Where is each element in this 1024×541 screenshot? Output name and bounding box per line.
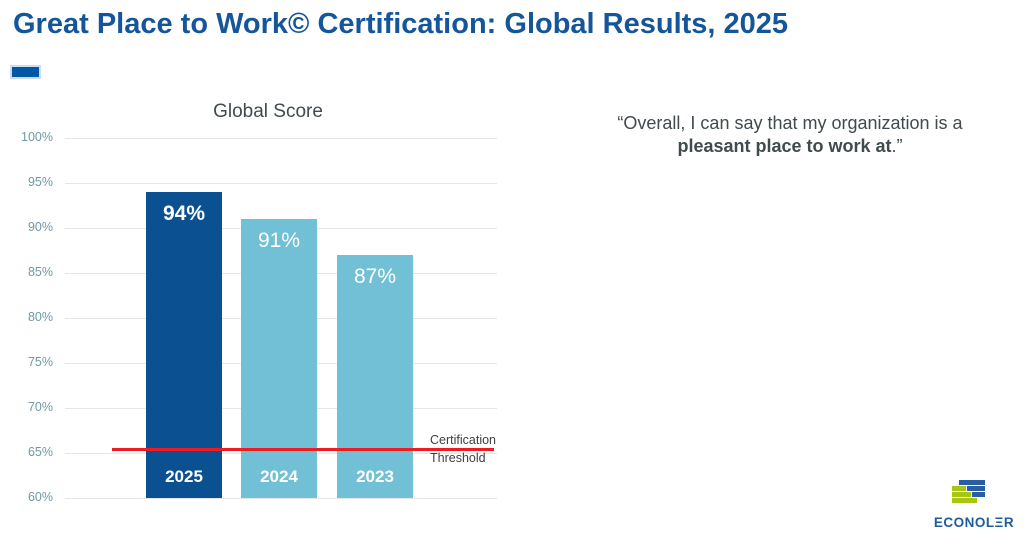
logo-text-suffix: R [1003, 515, 1015, 530]
bar-2025: 94% 2025 [146, 192, 222, 498]
y-tick-label: 95% [27, 175, 53, 189]
threshold-label-line1: Certification [430, 432, 496, 447]
bar-category-label: 2024 [260, 467, 298, 486]
logo-text-stylized-e: Ξ [994, 515, 1004, 530]
bar-category-label: 2023 [356, 467, 394, 486]
bar-2023: 87% 2023 [337, 255, 413, 498]
gridline [65, 183, 497, 184]
bar-value-label: 94% [162, 202, 206, 225]
logo-bar-green [952, 486, 966, 491]
quote-line2: pleasant place to work at.” [560, 135, 1020, 158]
logo-bar-green [952, 498, 977, 503]
econoler-logo: ECONOLΞR [926, 478, 1022, 530]
gridline [65, 498, 497, 499]
quote-line2-suffix: .” [891, 136, 903, 156]
y-tick-label: 60% [27, 490, 53, 504]
logo-text-prefix: ECONOL [933, 515, 995, 530]
econoler-logo-icon [952, 480, 986, 503]
y-tick-label: 90% [27, 220, 53, 234]
pie-chart-wrap: 98% [647, 197, 933, 483]
y-tick-label: 70% [27, 400, 53, 414]
quote-line1: “Overall, I can say that my organization… [617, 113, 963, 133]
pie-chart-quote: “Overall, I can say that my organization… [560, 112, 1020, 158]
certification-threshold-label: Certification Threshold [430, 431, 496, 467]
page-title: Great Place to Work© Certification: Glob… [13, 8, 789, 40]
econoler-logo-text: ECONOLΞR [926, 515, 1022, 530]
y-tick-label: 85% [27, 265, 53, 279]
bar-value-label: 91% [257, 229, 301, 252]
logo-bar-blue [972, 492, 985, 497]
title-underline-dash [12, 67, 39, 77]
bar-chart-title: Global Score [213, 101, 323, 122]
y-tick-label: 75% [27, 355, 53, 369]
quote-line2-bold: pleasant place to work at [677, 136, 892, 156]
logo-bar-blue [959, 480, 985, 485]
bar-category-label: 2025 [165, 467, 203, 486]
y-tick-label: 65% [27, 445, 53, 459]
threshold-label-line2: Threshold [430, 450, 486, 465]
logo-bar-green [952, 492, 971, 497]
y-tick-label: 100% [21, 130, 53, 144]
bar-chart-plot: Certification Threshold 100% 95% 90% 85% 80%… [21, 130, 497, 504]
y-tick-label: 80% [27, 310, 53, 324]
bar-2024: 91% 2024 [241, 219, 317, 498]
gridline [65, 138, 497, 139]
certification-threshold-line [112, 447, 494, 451]
bar-value-label: 87% [353, 265, 397, 288]
logo-bar-blue [967, 486, 985, 491]
